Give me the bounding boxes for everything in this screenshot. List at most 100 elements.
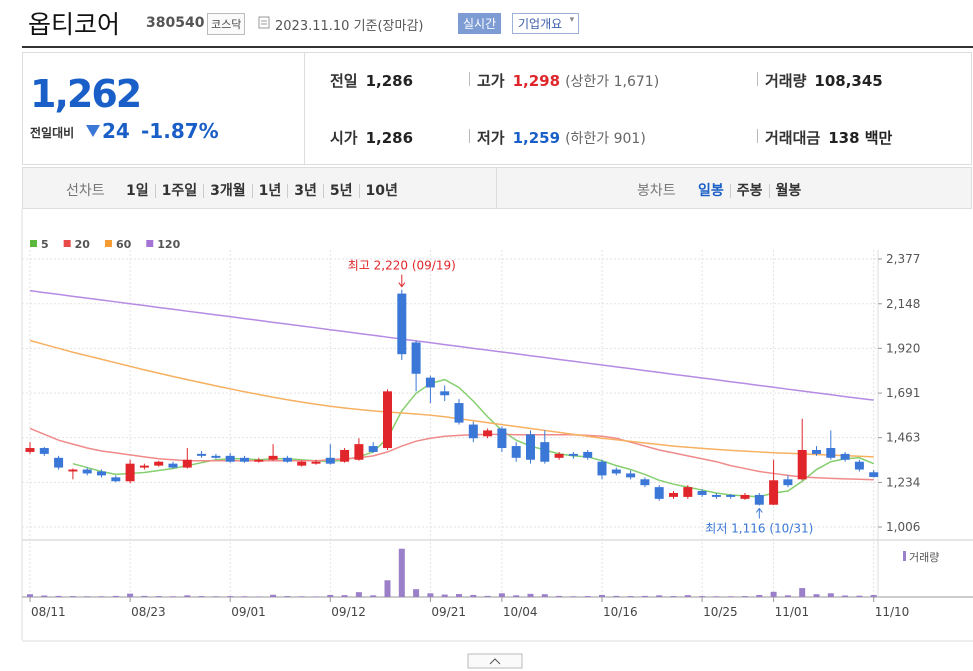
volume-bar [599, 594, 605, 597]
volume-bar [456, 594, 462, 597]
item-label: 전일 [330, 72, 358, 90]
candle-body [511, 446, 521, 458]
item-note: (하한가 901) [565, 131, 646, 147]
period-tab[interactable]: 5년 [322, 184, 359, 198]
tab-divider [496, 167, 497, 209]
candle-body [754, 494, 764, 505]
company-info-button[interactable]: 기업개요 ▾ [512, 13, 580, 34]
volume-bar [856, 595, 863, 597]
candle-body [711, 494, 721, 497]
candle-body [554, 453, 564, 458]
item-value: 138 백만 [828, 129, 893, 147]
period-tab[interactable]: 3개월 [203, 184, 252, 198]
period-tab[interactable]: 1년 [251, 184, 288, 198]
volume-bar [212, 596, 219, 597]
volume-bar [584, 596, 591, 597]
candle-chart-tabs: 일봉 주봉 월봉 [692, 180, 807, 199]
volume-bar [513, 595, 520, 597]
legend-swatch [30, 240, 37, 247]
volume-bar [227, 596, 234, 597]
period-tab[interactable]: 10년 [358, 184, 404, 198]
quote-item: 시가 1,286 [330, 127, 418, 148]
realtime-button[interactable]: 실시간 [458, 13, 502, 34]
volume-bar [255, 596, 262, 597]
candle-body [325, 457, 335, 464]
candle-body [797, 449, 807, 480]
candle-body [454, 403, 464, 423]
collapse-button[interactable] [467, 653, 523, 669]
quote-item: 고가 1,298 (상한가 1,671) [477, 70, 659, 91]
y-tick-label: 1,463 [886, 431, 920, 445]
item-label: 거래량 [765, 72, 807, 90]
quote-item: 저가 1,259 (하한가 901) [477, 127, 646, 148]
ma-line [29, 289, 874, 401]
volume-bar [198, 596, 205, 597]
volume-bar [799, 588, 806, 597]
candle-body [640, 479, 650, 486]
candle-body [669, 492, 678, 497]
annotation-arrowhead [755, 507, 763, 513]
candle-body [812, 449, 821, 454]
candle-body [683, 487, 693, 497]
period-tab[interactable]: 월봉 [768, 184, 808, 198]
volume-bar [627, 596, 634, 597]
candle-body [597, 461, 607, 476]
period-tab[interactable]: 일봉 [698, 183, 724, 199]
x-tick-label: 09/01 [231, 605, 266, 619]
market-badge: 코스닥 [207, 13, 246, 35]
candle-body [840, 453, 850, 460]
candle-body [740, 494, 750, 499]
change-percent: -1.87% [141, 119, 219, 143]
volume-bar [613, 595, 620, 597]
y-tick-label: 1,234 [886, 475, 920, 489]
candle-body [783, 479, 793, 486]
volume-bar [842, 595, 849, 597]
volume-bar [170, 596, 176, 597]
collapse-icon [489, 658, 501, 665]
volume-bar [527, 593, 534, 597]
period-tab[interactable]: 1주일 [154, 184, 204, 198]
quote-divider [304, 52, 305, 165]
volume-bar [727, 596, 734, 597]
candle-body [125, 463, 135, 482]
header-rule [22, 46, 973, 48]
ma-line [29, 427, 874, 481]
candle-body [268, 455, 278, 460]
x-tick-label: 10/04 [503, 605, 538, 619]
volume-bar [570, 596, 577, 597]
legend-label: 20 [75, 238, 91, 251]
volume-bar [827, 593, 834, 597]
volume-bar [870, 594, 877, 597]
item-value: 1,286 [365, 129, 414, 147]
candle-body [282, 457, 292, 462]
volume-bar [270, 594, 277, 597]
y-tick-label: 2,148 [886, 297, 920, 311]
volume-bar [84, 596, 91, 597]
ma-line [72, 378, 874, 498]
candle-body [397, 293, 407, 355]
volume-bar [770, 591, 777, 597]
volume-bar [155, 596, 162, 597]
candle-body [354, 444, 364, 460]
candle-body [497, 428, 507, 449]
x-tick-label: 10/25 [703, 605, 738, 619]
candle-body [440, 391, 450, 396]
candle-body [25, 448, 35, 452]
volume-bar [27, 594, 33, 597]
volume-bar [98, 596, 105, 597]
period-tab[interactable]: 1일 [126, 183, 149, 199]
item-label: 거래대금 [765, 129, 821, 147]
company-info-text: 기업개요 [518, 17, 563, 31]
volume-bar [241, 596, 248, 597]
candle-body [568, 453, 578, 456]
period-tab[interactable]: 3년 [287, 184, 323, 198]
period-tab[interactable]: 주봉 [729, 184, 769, 198]
candle-body [197, 453, 207, 456]
ma-line [29, 339, 874, 458]
dropdown-caret: ▾ [569, 15, 575, 25]
volume-bar [670, 596, 677, 597]
candle-body [583, 451, 593, 458]
legend-label: 5 [41, 238, 49, 251]
volume-bar [298, 596, 305, 597]
volume-bar [141, 595, 148, 597]
